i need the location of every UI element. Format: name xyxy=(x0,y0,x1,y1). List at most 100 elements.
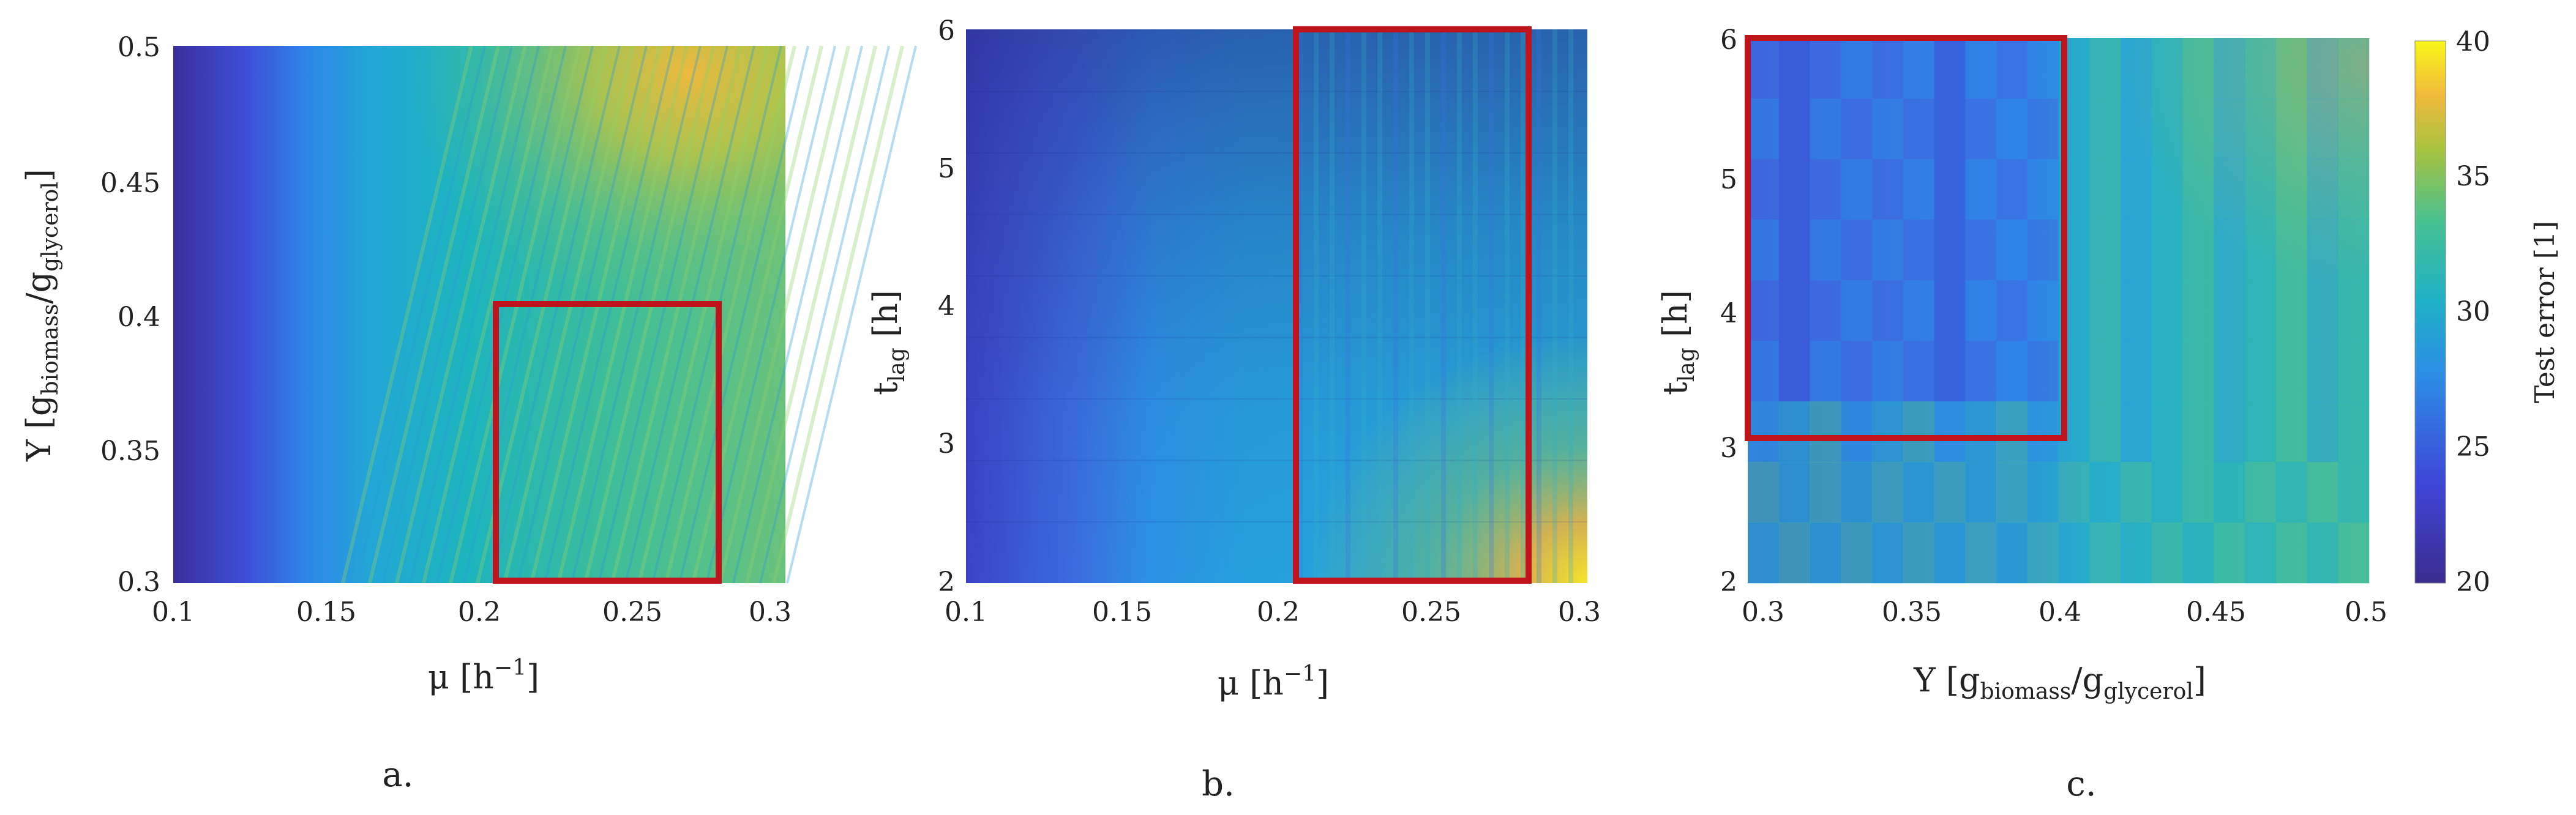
cell-c xyxy=(1748,99,1780,160)
streak-a xyxy=(422,45,554,584)
col-band-b xyxy=(1473,29,1478,583)
cell-c xyxy=(2245,462,2277,523)
cell-c xyxy=(1841,280,1873,341)
cell-c xyxy=(2121,462,2152,523)
cell-c xyxy=(1778,401,1810,463)
y-axis-label-b: tlag [h] xyxy=(866,290,910,395)
streak-a xyxy=(355,45,486,584)
cell-c xyxy=(1810,462,1841,523)
x-axis-label-c: Y [gbiomass/gglycerol] xyxy=(1913,661,2206,704)
cell-c xyxy=(1996,159,2028,220)
cell-c xyxy=(2338,401,2370,463)
col-band-b xyxy=(1409,29,1414,583)
cell-c xyxy=(2182,401,2214,463)
cell-c xyxy=(2214,38,2245,99)
row-band-b xyxy=(966,152,1587,154)
row-band-b xyxy=(966,460,1587,461)
cell-c xyxy=(1778,523,1810,584)
cell-c xyxy=(2307,523,2338,584)
cell-c xyxy=(1872,462,1904,523)
cell-c xyxy=(1965,523,1997,584)
streak-a xyxy=(610,45,743,584)
cell-c xyxy=(1778,280,1810,341)
x-axis-a: 0.1 0.15 0.2 0.25 0.3 xyxy=(152,597,792,628)
cell-c xyxy=(1810,159,1841,220)
cell-c xyxy=(1872,523,1904,584)
cell-c xyxy=(2245,38,2277,99)
cell-c xyxy=(1903,462,1934,523)
y-axis-c: 2 3 4 5 6 xyxy=(1720,24,1737,598)
cell-c xyxy=(2275,220,2307,281)
cell-c xyxy=(2307,38,2338,99)
cell-c xyxy=(2121,99,2152,160)
cell-c xyxy=(1934,401,1966,463)
streak-a xyxy=(503,45,635,584)
cell-c xyxy=(1903,280,1934,341)
cell-c xyxy=(1996,220,2028,281)
cell-c xyxy=(1996,401,2028,463)
cell-c xyxy=(1934,462,1966,523)
cell-c xyxy=(2307,220,2338,281)
panel-c: 0.3 0.35 0.4 0.45 0.5 2 3 4 5 6 Y [gbiom… xyxy=(1656,24,2387,804)
cell-c xyxy=(2151,220,2183,281)
streak-a xyxy=(368,45,500,584)
cell-c xyxy=(2089,280,2121,341)
cell-c xyxy=(1810,401,1841,463)
colorbar-tick-0: 20 xyxy=(2456,567,2490,598)
cell-c xyxy=(1965,401,1997,463)
cell-c xyxy=(1841,159,1873,220)
cell-c xyxy=(2027,280,2059,341)
streak-a xyxy=(571,45,702,584)
cell-c xyxy=(1872,38,1904,99)
cell-c xyxy=(1841,401,1873,463)
cell-c xyxy=(2182,280,2214,341)
cell-c xyxy=(1841,38,1873,99)
streak-a xyxy=(463,45,594,584)
cell-c xyxy=(1965,220,1997,281)
cell-c xyxy=(1841,220,1873,281)
cell-c xyxy=(2027,220,2059,281)
cell-c xyxy=(2121,159,2152,220)
streak-a xyxy=(624,45,755,584)
y-tick-c-1: 3 xyxy=(1720,433,1737,464)
cell-c xyxy=(2338,280,2370,341)
cell-c xyxy=(1965,341,1997,402)
col-band-b xyxy=(1361,29,1366,583)
cell-c xyxy=(2151,341,2183,402)
cell-c xyxy=(1841,99,1873,160)
panel-label-b: b. xyxy=(1202,764,1235,804)
cell-c xyxy=(2027,462,2059,523)
cell-c xyxy=(2307,159,2338,220)
cell-c xyxy=(2058,462,2090,523)
cell-c xyxy=(1748,38,1780,99)
cell-c xyxy=(2027,523,2059,584)
y-tick-a-0: 0.3 xyxy=(118,567,160,598)
row-band-b xyxy=(966,521,1587,523)
col-band-b xyxy=(1489,29,1494,583)
cell-c xyxy=(2151,462,2183,523)
colorbar-tick-1: 25 xyxy=(2456,431,2490,463)
cell-c xyxy=(2121,341,2152,402)
cell-c xyxy=(1748,401,1780,463)
cell-c xyxy=(1748,523,1780,584)
cell-c xyxy=(1965,462,1997,523)
cell-c xyxy=(1810,99,1841,160)
cell-c xyxy=(2214,99,2245,160)
cell-c xyxy=(1996,523,2028,584)
cell-c xyxy=(2151,38,2183,99)
cell-c xyxy=(2214,159,2245,220)
cell-c xyxy=(2214,220,2245,281)
streak-a xyxy=(759,45,890,584)
streak-a xyxy=(718,45,850,584)
x-tick-c-0: 0.3 xyxy=(1742,597,1784,628)
panel-label-c: c. xyxy=(2066,764,2096,804)
cell-c xyxy=(2182,523,2214,584)
highlight-box-a xyxy=(493,301,722,584)
cell-c xyxy=(2275,38,2307,99)
x-tick-a-2: 0.2 xyxy=(458,597,501,628)
cell-c xyxy=(1934,38,1966,99)
cell-c xyxy=(2121,401,2152,463)
heatmap-b xyxy=(966,29,1587,583)
cell-c xyxy=(2182,99,2214,160)
cell-c xyxy=(2089,159,2121,220)
